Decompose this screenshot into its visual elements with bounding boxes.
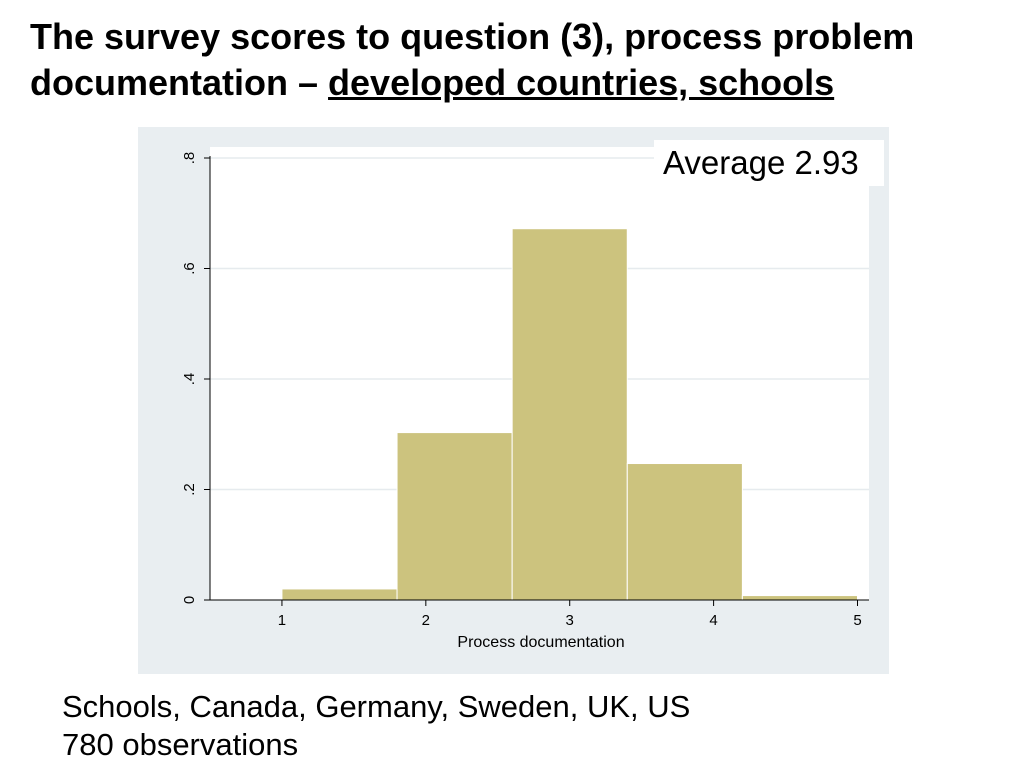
histogram-chart: 0 .2 .4 .6 .8 1 2 3 4 5 Process documentation — [181, 147, 869, 651]
bars — [281, 228, 858, 601]
histogram-bar — [511, 228, 628, 601]
footer-countries: Schools, Canada, Germany, Sweden, UK, US — [62, 689, 691, 724]
axes: 0 .2 .4 .6 .8 1 2 3 4 5 — [181, 152, 869, 629]
title-line-2: documentation – developed countries, sch… — [30, 60, 1020, 106]
average-annotation: Average 2.93 — [654, 140, 884, 186]
x-tick-label: 4 — [709, 612, 717, 629]
x-tick-label: 2 — [422, 612, 430, 629]
footer-note: Schools, Canada, Germany, Sweden, UK, US… — [62, 688, 690, 764]
chart-frame: 0 .2 .4 .6 .8 1 2 3 4 5 Process documentation — [138, 127, 889, 674]
slide-title: The survey scores to question (3), proce… — [30, 14, 1020, 106]
y-tick-label: .6 — [181, 262, 198, 275]
y-tick-label: .4 — [181, 373, 198, 386]
y-tick-label: .8 — [181, 152, 198, 165]
histogram-bar — [626, 463, 743, 601]
x-tick-label: 1 — [278, 612, 286, 629]
title-line-2-underlined: developed countries, schools — [328, 62, 835, 103]
x-tick-label: 5 — [853, 612, 861, 629]
x-tick-label: 3 — [566, 612, 574, 629]
histogram-bar — [741, 595, 858, 601]
y-tick-label: 0 — [181, 596, 198, 604]
title-line-2-text: documentation – — [30, 62, 329, 103]
title-line-1: The survey scores to question (3), proce… — [30, 16, 915, 57]
footer-observations: 780 observations — [62, 727, 299, 762]
histogram-bar — [396, 432, 513, 601]
histogram-bar — [281, 588, 398, 601]
y-tick-label: .2 — [181, 483, 198, 496]
x-axis-label: Process documentation — [457, 634, 624, 651]
